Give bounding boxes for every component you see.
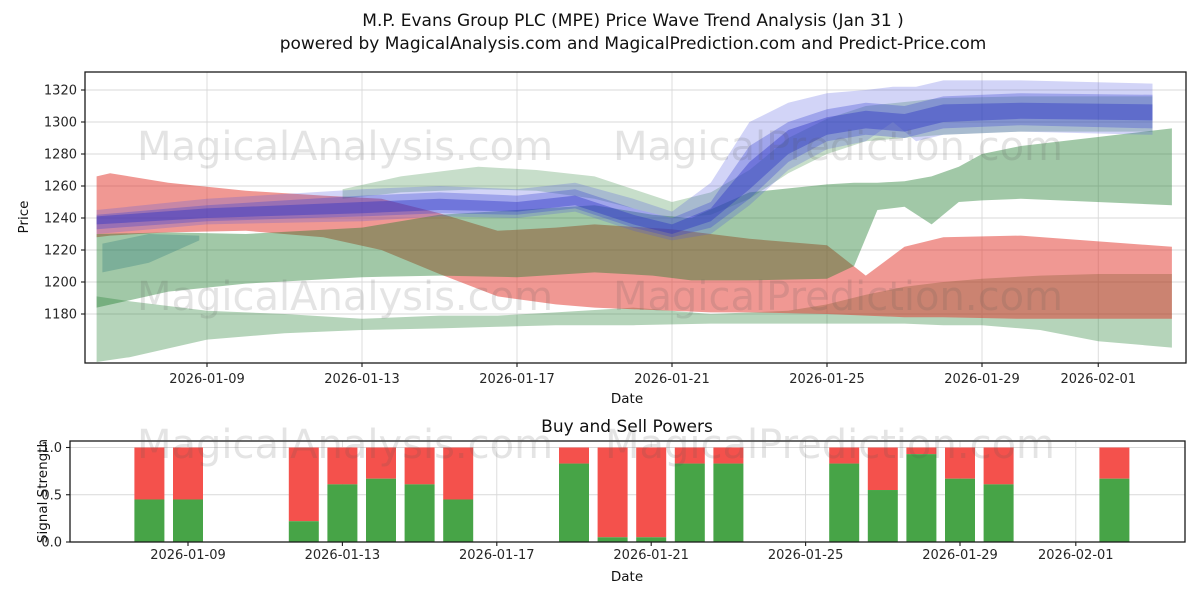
sell-bar-segment (366, 447, 396, 479)
signal-x-tick-label: 2026-02-01 (1038, 548, 1114, 563)
price-x-tick-label: 2026-01-25 (789, 372, 865, 387)
buy-bar-segment (945, 478, 975, 542)
sell-bar-segment (945, 447, 975, 479)
price-band-green-upper-fan (342, 96, 1153, 218)
buy-bar-segment (906, 454, 937, 542)
date-axis-label-top: Date (610, 391, 644, 407)
sell-bar-segment (674, 447, 705, 464)
signal-y-tick-label: 0.5 (41, 488, 62, 503)
price-y-tick-label: 1200 (44, 276, 77, 291)
buy-bar-segment (1099, 478, 1130, 542)
sell-bar-segment (983, 447, 1014, 485)
sell-bar-segment (906, 447, 937, 455)
price-x-tick-label: 2026-01-21 (634, 372, 710, 387)
sell-bar-segment (597, 447, 628, 538)
main-title-line1: M.P. Evans Group PLC (MPE) Price Wave Tr… (362, 11, 904, 31)
price-x-tick-label: 2026-01-17 (479, 372, 555, 387)
price-y-tick-label: 1240 (44, 212, 77, 227)
signal-chart-title: Buy and Sell Powers (541, 417, 713, 437)
price-band-red-fan (96, 173, 1172, 319)
buy-bar-segment (134, 499, 165, 542)
signal-x-tick-label: 2026-01-13 (305, 548, 381, 563)
price-x-tick-label: 2026-02-01 (1060, 372, 1136, 387)
price-axis-label: Price (16, 200, 32, 234)
sell-bar-segment (636, 447, 667, 538)
price-y-tick-label: 1280 (44, 148, 77, 163)
price-x-tick-label: 2026-01-29 (944, 372, 1020, 387)
signal-x-tick-label: 2026-01-09 (150, 548, 226, 563)
signal-x-tick-label: 2026-01-17 (459, 548, 535, 563)
sell-bar-segment (867, 447, 898, 491)
price-y-tick-label: 1180 (44, 308, 77, 323)
signal-y-tick-label: 0.0 (41, 536, 62, 551)
buy-bar-segment (173, 499, 203, 542)
buy-bar-segment (404, 484, 435, 542)
sell-bar-segment (713, 447, 744, 464)
signal-y-tick-label: 1.0 (41, 441, 62, 456)
sell-bar-segment (829, 447, 860, 464)
sell-bar-segment (443, 447, 474, 500)
buy-bar-segment (327, 484, 358, 542)
signal-x-tick-label: 2026-01-25 (768, 548, 844, 563)
sell-bar-segment (134, 447, 165, 500)
date-axis-label-bottom: Date (610, 569, 644, 585)
price-y-tick-label: 1220 (44, 244, 77, 259)
price-band-blue-mid-fan (96, 93, 1153, 238)
sell-bar-segment (173, 447, 203, 500)
buy-bar-segment (713, 463, 744, 542)
sell-bar-segment (559, 447, 589, 464)
signal-plot-frame (69, 440, 1186, 543)
signal-strength-axis-label: Signal Strength (35, 438, 51, 544)
price-band-teal-wedge (102, 234, 200, 273)
sell-bar-segment (327, 447, 358, 485)
signal-x-tick-label: 2026-01-21 (613, 548, 689, 563)
buy-bar-segment (366, 478, 396, 542)
sell-bar-segment (288, 447, 319, 522)
price-x-tick-label: 2026-01-13 (324, 372, 400, 387)
buy-bar-segment (867, 490, 898, 542)
buy-bar-segment (636, 537, 667, 542)
price-band-blue-core-fan (96, 102, 1153, 234)
price-band-blue-wide-fan (96, 80, 1153, 241)
buy-bar-segment (674, 463, 705, 542)
sell-bar-segment (1099, 447, 1130, 479)
buy-bar-segment (288, 521, 319, 542)
price-y-tick-label: 1260 (44, 180, 77, 195)
main-title-line2: powered by MagicalAnalysis.com and Magic… (279, 34, 987, 54)
price-y-tick-label: 1320 (44, 84, 77, 99)
buy-bar-segment (559, 463, 589, 542)
sell-bar-segment (404, 447, 435, 485)
price-y-tick-label: 1300 (44, 116, 77, 131)
buy-bar-segment (597, 537, 628, 542)
price-band-green-mid-fan (96, 128, 1172, 308)
buy-bar-segment (983, 484, 1014, 542)
buy-bar-segment (829, 463, 860, 542)
buy-bar-segment (443, 499, 474, 542)
price-x-tick-label: 2026-01-09 (169, 372, 245, 387)
signal-x-tick-label: 2026-01-29 (922, 548, 998, 563)
